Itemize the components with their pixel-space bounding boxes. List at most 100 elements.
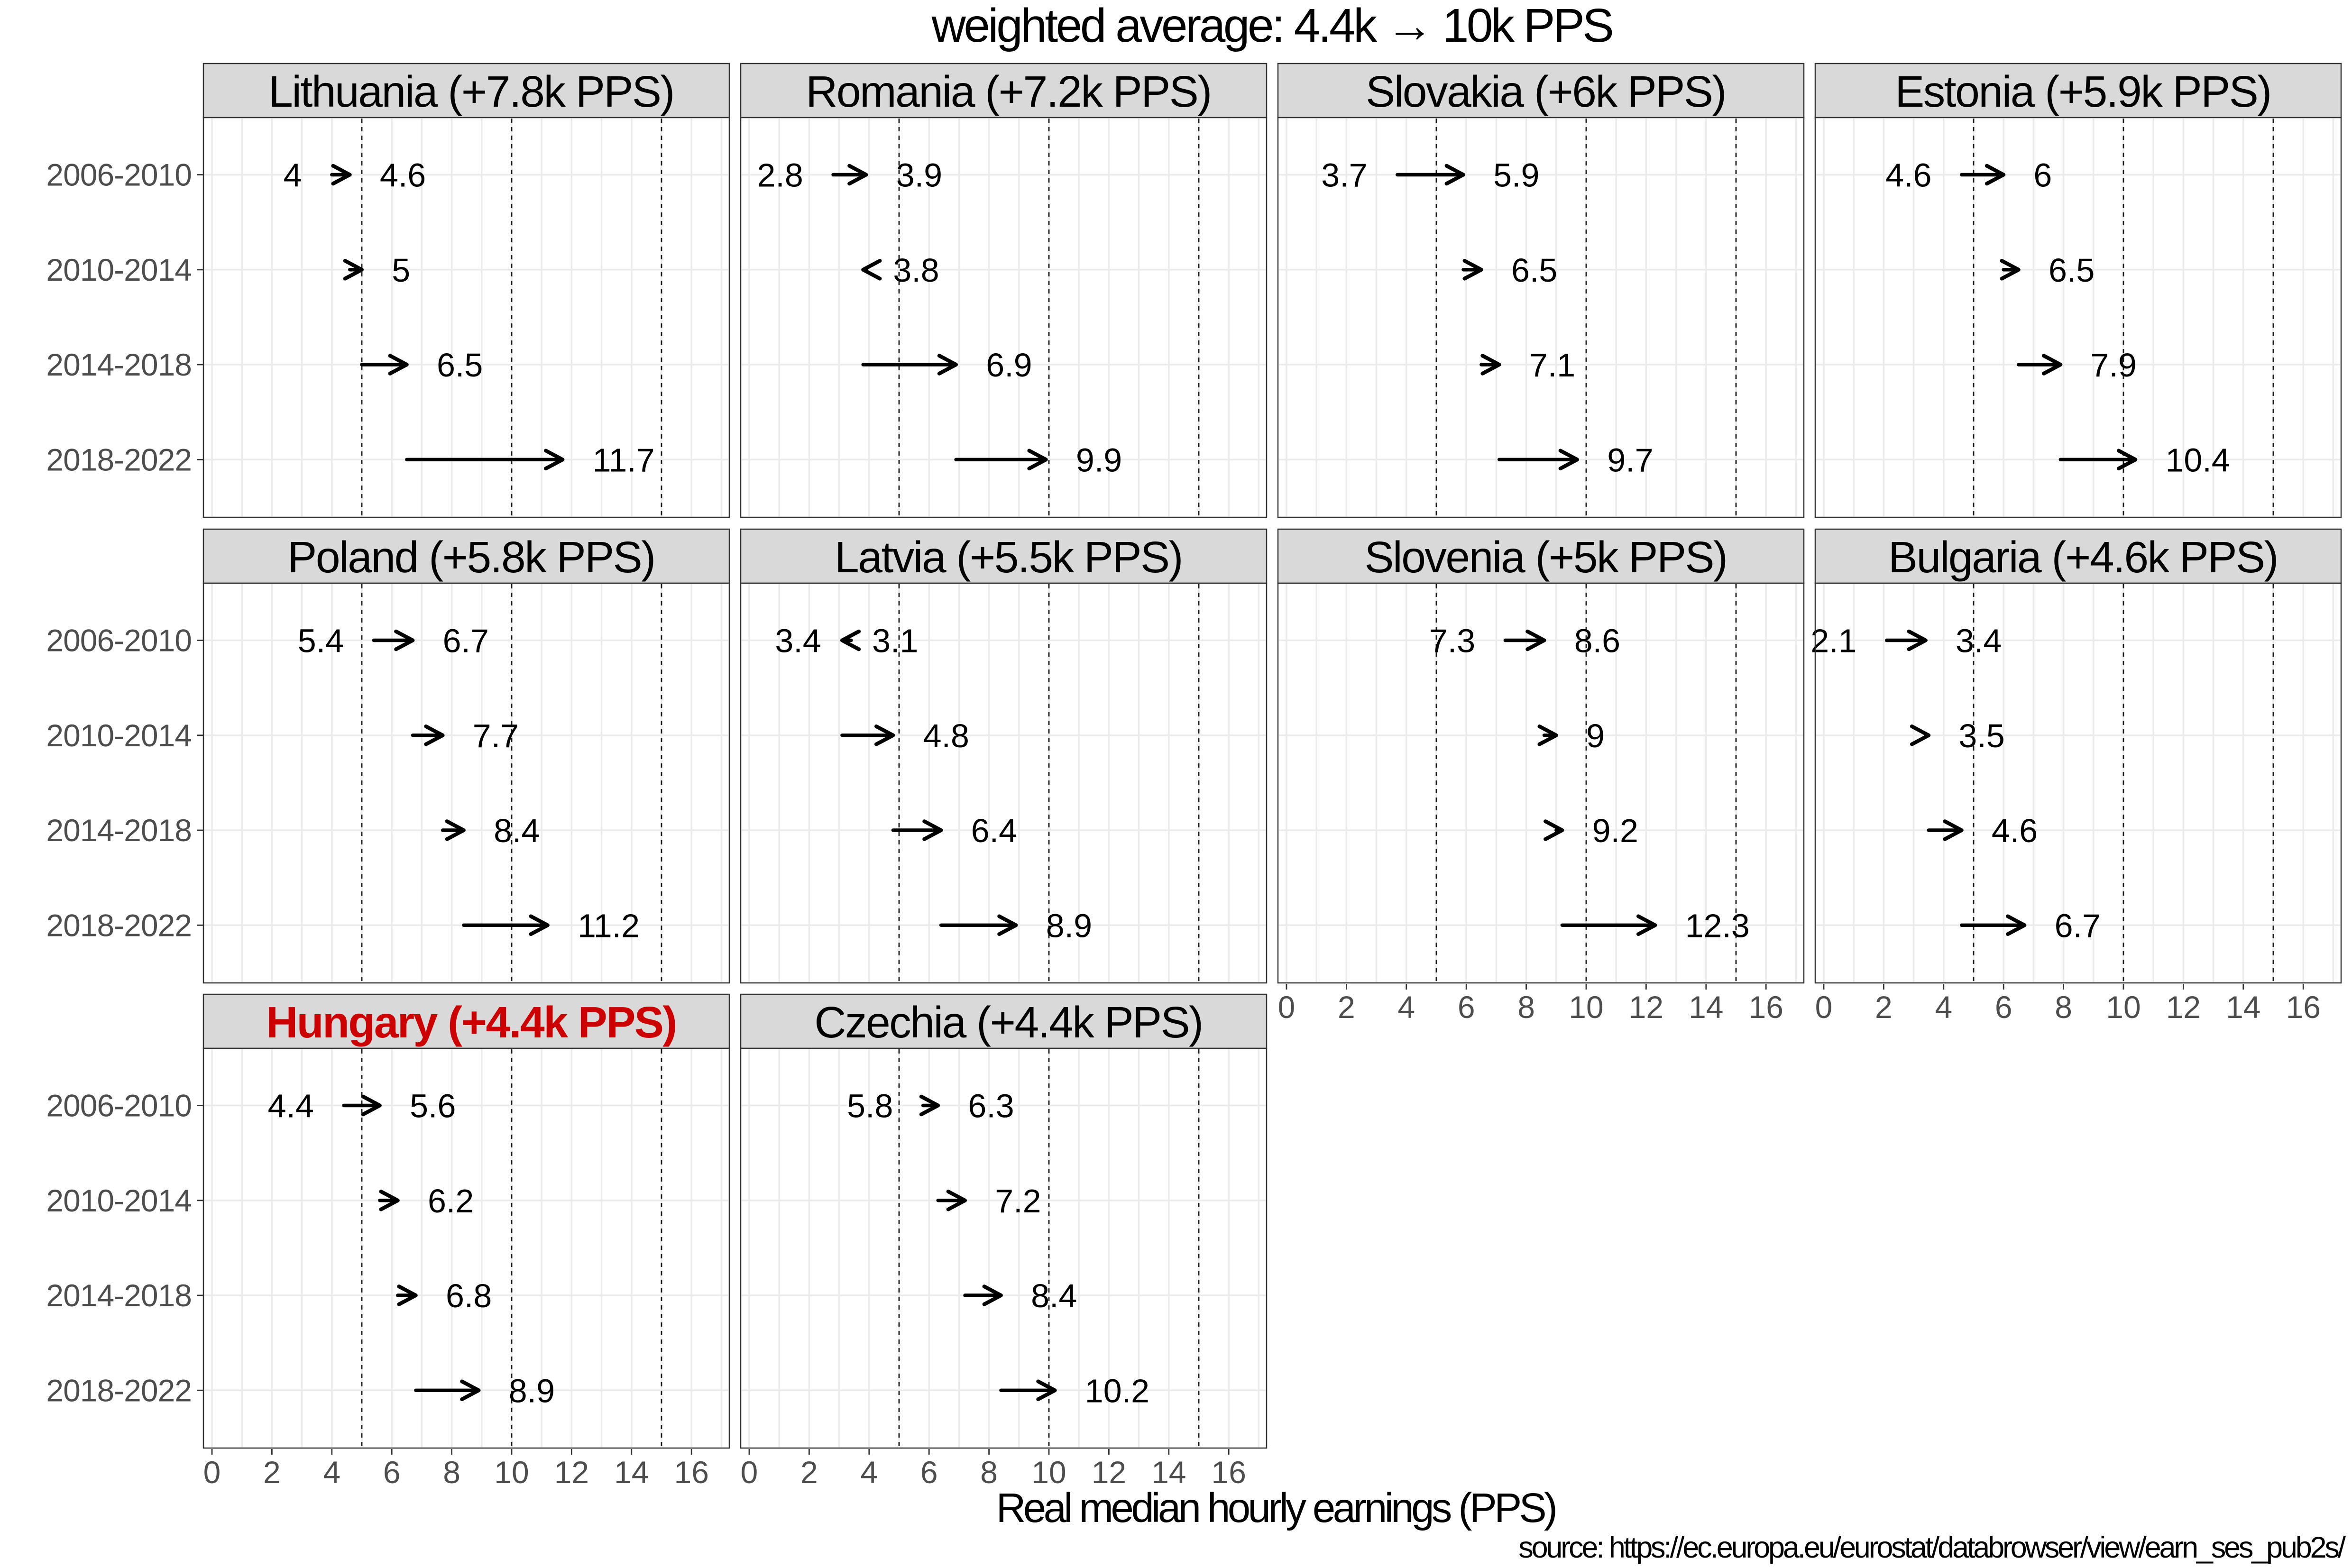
- svg-text:2.1: 2.1: [1810, 623, 1856, 660]
- svg-text:7.2: 7.2: [995, 1183, 1041, 1220]
- svg-text:2014-2018: 2014-2018: [46, 813, 192, 848]
- svg-text:2014-2018: 2014-2018: [46, 1278, 192, 1313]
- svg-text:0: 0: [1278, 990, 1295, 1025]
- svg-text:Slovakia (+6k PPS): Slovakia (+6k PPS): [1366, 67, 1726, 116]
- svg-text:4.4: 4.4: [268, 1088, 314, 1125]
- svg-text:8.6: 8.6: [1574, 623, 1620, 660]
- svg-text:4: 4: [284, 157, 302, 194]
- svg-text:14: 14: [1151, 1455, 1186, 1490]
- svg-text:16: 16: [2286, 990, 2320, 1025]
- svg-text:0: 0: [741, 1455, 758, 1490]
- svg-text:2.8: 2.8: [757, 157, 803, 194]
- svg-text:2: 2: [1338, 990, 1355, 1025]
- svg-text:14: 14: [614, 1455, 649, 1490]
- svg-text:10.4: 10.4: [2166, 441, 2230, 478]
- svg-text:6.4: 6.4: [971, 812, 1017, 849]
- svg-text:Czechia (+4.4k PPS): Czechia (+4.4k PPS): [814, 998, 1202, 1047]
- svg-text:source: https://ec.europa.eu/e: source: https://ec.europa.eu/eurostat/da…: [1518, 1531, 2346, 1564]
- svg-text:4.8: 4.8: [923, 717, 969, 754]
- svg-text:2006-2010: 2006-2010: [46, 157, 192, 193]
- svg-text:3.9: 3.9: [896, 157, 942, 194]
- svg-text:10: 10: [1031, 1455, 1066, 1490]
- svg-text:3.4: 3.4: [775, 623, 821, 660]
- svg-text:Estonia (+5.9k PPS): Estonia (+5.9k PPS): [1895, 67, 2271, 116]
- svg-text:7.1: 7.1: [1529, 347, 1575, 384]
- svg-text:2: 2: [263, 1455, 281, 1490]
- svg-text:8: 8: [980, 1455, 998, 1490]
- svg-text:5.9: 5.9: [1493, 157, 1539, 194]
- svg-text:4: 4: [860, 1455, 878, 1490]
- svg-text:6.9: 6.9: [986, 347, 1032, 384]
- svg-text:8: 8: [2055, 990, 2072, 1025]
- svg-text:Romania (+7.2k PPS): Romania (+7.2k PPS): [806, 67, 1211, 116]
- svg-text:3.7: 3.7: [1321, 157, 1367, 194]
- svg-text:5: 5: [392, 252, 410, 289]
- svg-text:2010-2014: 2010-2014: [46, 718, 192, 753]
- svg-text:11.2: 11.2: [578, 907, 640, 944]
- svg-text:5.8: 5.8: [847, 1088, 893, 1125]
- svg-text:2010-2014: 2010-2014: [46, 1183, 192, 1218]
- svg-text:Lithuania (+7.8k PPS): Lithuania (+7.8k PPS): [268, 67, 674, 116]
- svg-text:10: 10: [2106, 990, 2141, 1025]
- svg-text:2006-2010: 2006-2010: [46, 623, 192, 658]
- svg-text:6.5: 6.5: [437, 347, 483, 384]
- svg-text:11.7: 11.7: [593, 441, 655, 478]
- svg-text:4.6: 4.6: [1992, 812, 2038, 849]
- svg-text:weighted average: 4.4k → 10k P: weighted average: 4.4k → 10k PPS: [931, 0, 1613, 52]
- svg-text:7.7: 7.7: [473, 717, 519, 754]
- svg-text:6: 6: [2033, 157, 2052, 194]
- svg-text:2: 2: [1875, 990, 1893, 1025]
- svg-text:6.2: 6.2: [428, 1183, 474, 1220]
- svg-text:12: 12: [1629, 990, 1663, 1025]
- svg-text:9.2: 9.2: [1592, 812, 1638, 849]
- svg-text:7.9: 7.9: [2091, 347, 2137, 384]
- svg-text:10: 10: [1569, 990, 1603, 1025]
- svg-text:4.6: 4.6: [1885, 157, 1931, 194]
- svg-text:6: 6: [1995, 990, 2012, 1025]
- svg-text:10.2: 10.2: [1085, 1372, 1149, 1409]
- svg-text:2018-2022: 2018-2022: [46, 442, 192, 477]
- svg-text:2010-2014: 2010-2014: [46, 252, 192, 287]
- svg-text:5.6: 5.6: [410, 1088, 456, 1125]
- svg-text:6.5: 6.5: [1511, 252, 1557, 289]
- svg-text:14: 14: [2226, 990, 2260, 1025]
- svg-text:14: 14: [1689, 990, 1723, 1025]
- svg-text:Latvia (+5.5k PPS): Latvia (+5.5k PPS): [835, 532, 1182, 582]
- svg-text:0: 0: [1815, 990, 1833, 1025]
- svg-text:0: 0: [203, 1455, 221, 1490]
- svg-text:6: 6: [383, 1455, 401, 1490]
- svg-text:6.8: 6.8: [446, 1277, 492, 1314]
- svg-text:Poland (+5.8k PPS): Poland (+5.8k PPS): [287, 532, 654, 582]
- svg-text:Real median hourly earnings (P: Real median hourly earnings (PPS): [996, 1485, 1555, 1531]
- svg-text:8.4: 8.4: [494, 812, 540, 849]
- svg-text:8.4: 8.4: [1031, 1277, 1077, 1314]
- svg-text:3.8: 3.8: [893, 252, 939, 289]
- svg-text:3.4: 3.4: [1956, 623, 2002, 660]
- svg-text:4: 4: [1397, 990, 1415, 1025]
- svg-text:9: 9: [1586, 717, 1605, 754]
- svg-text:8.9: 8.9: [509, 1372, 555, 1409]
- svg-text:2018-2022: 2018-2022: [46, 908, 192, 943]
- svg-text:Bulgaria (+4.6k PPS): Bulgaria (+4.6k PPS): [1888, 532, 2278, 582]
- svg-text:6.7: 6.7: [443, 623, 489, 660]
- svg-text:2018-2022: 2018-2022: [46, 1373, 192, 1408]
- svg-text:10: 10: [494, 1455, 529, 1490]
- svg-text:4: 4: [323, 1455, 340, 1490]
- svg-text:7.3: 7.3: [1429, 623, 1475, 660]
- svg-text:12: 12: [2166, 990, 2201, 1025]
- svg-text:2: 2: [800, 1455, 818, 1490]
- svg-text:6: 6: [1458, 990, 1475, 1025]
- svg-text:3.5: 3.5: [1958, 717, 2004, 754]
- svg-text:8: 8: [443, 1455, 460, 1490]
- svg-text:5.4: 5.4: [298, 623, 344, 660]
- svg-text:6.7: 6.7: [2055, 907, 2101, 944]
- svg-text:16: 16: [674, 1455, 708, 1490]
- svg-text:4.6: 4.6: [380, 157, 426, 194]
- svg-text:Hungary (+4.4k PPS): Hungary (+4.4k PPS): [266, 998, 676, 1047]
- svg-text:8.9: 8.9: [1046, 907, 1092, 944]
- svg-text:9.7: 9.7: [1607, 441, 1653, 478]
- svg-text:12: 12: [554, 1455, 589, 1490]
- svg-text:8: 8: [1517, 990, 1535, 1025]
- svg-text:6.5: 6.5: [2049, 252, 2095, 289]
- svg-text:12.3: 12.3: [1685, 907, 1750, 944]
